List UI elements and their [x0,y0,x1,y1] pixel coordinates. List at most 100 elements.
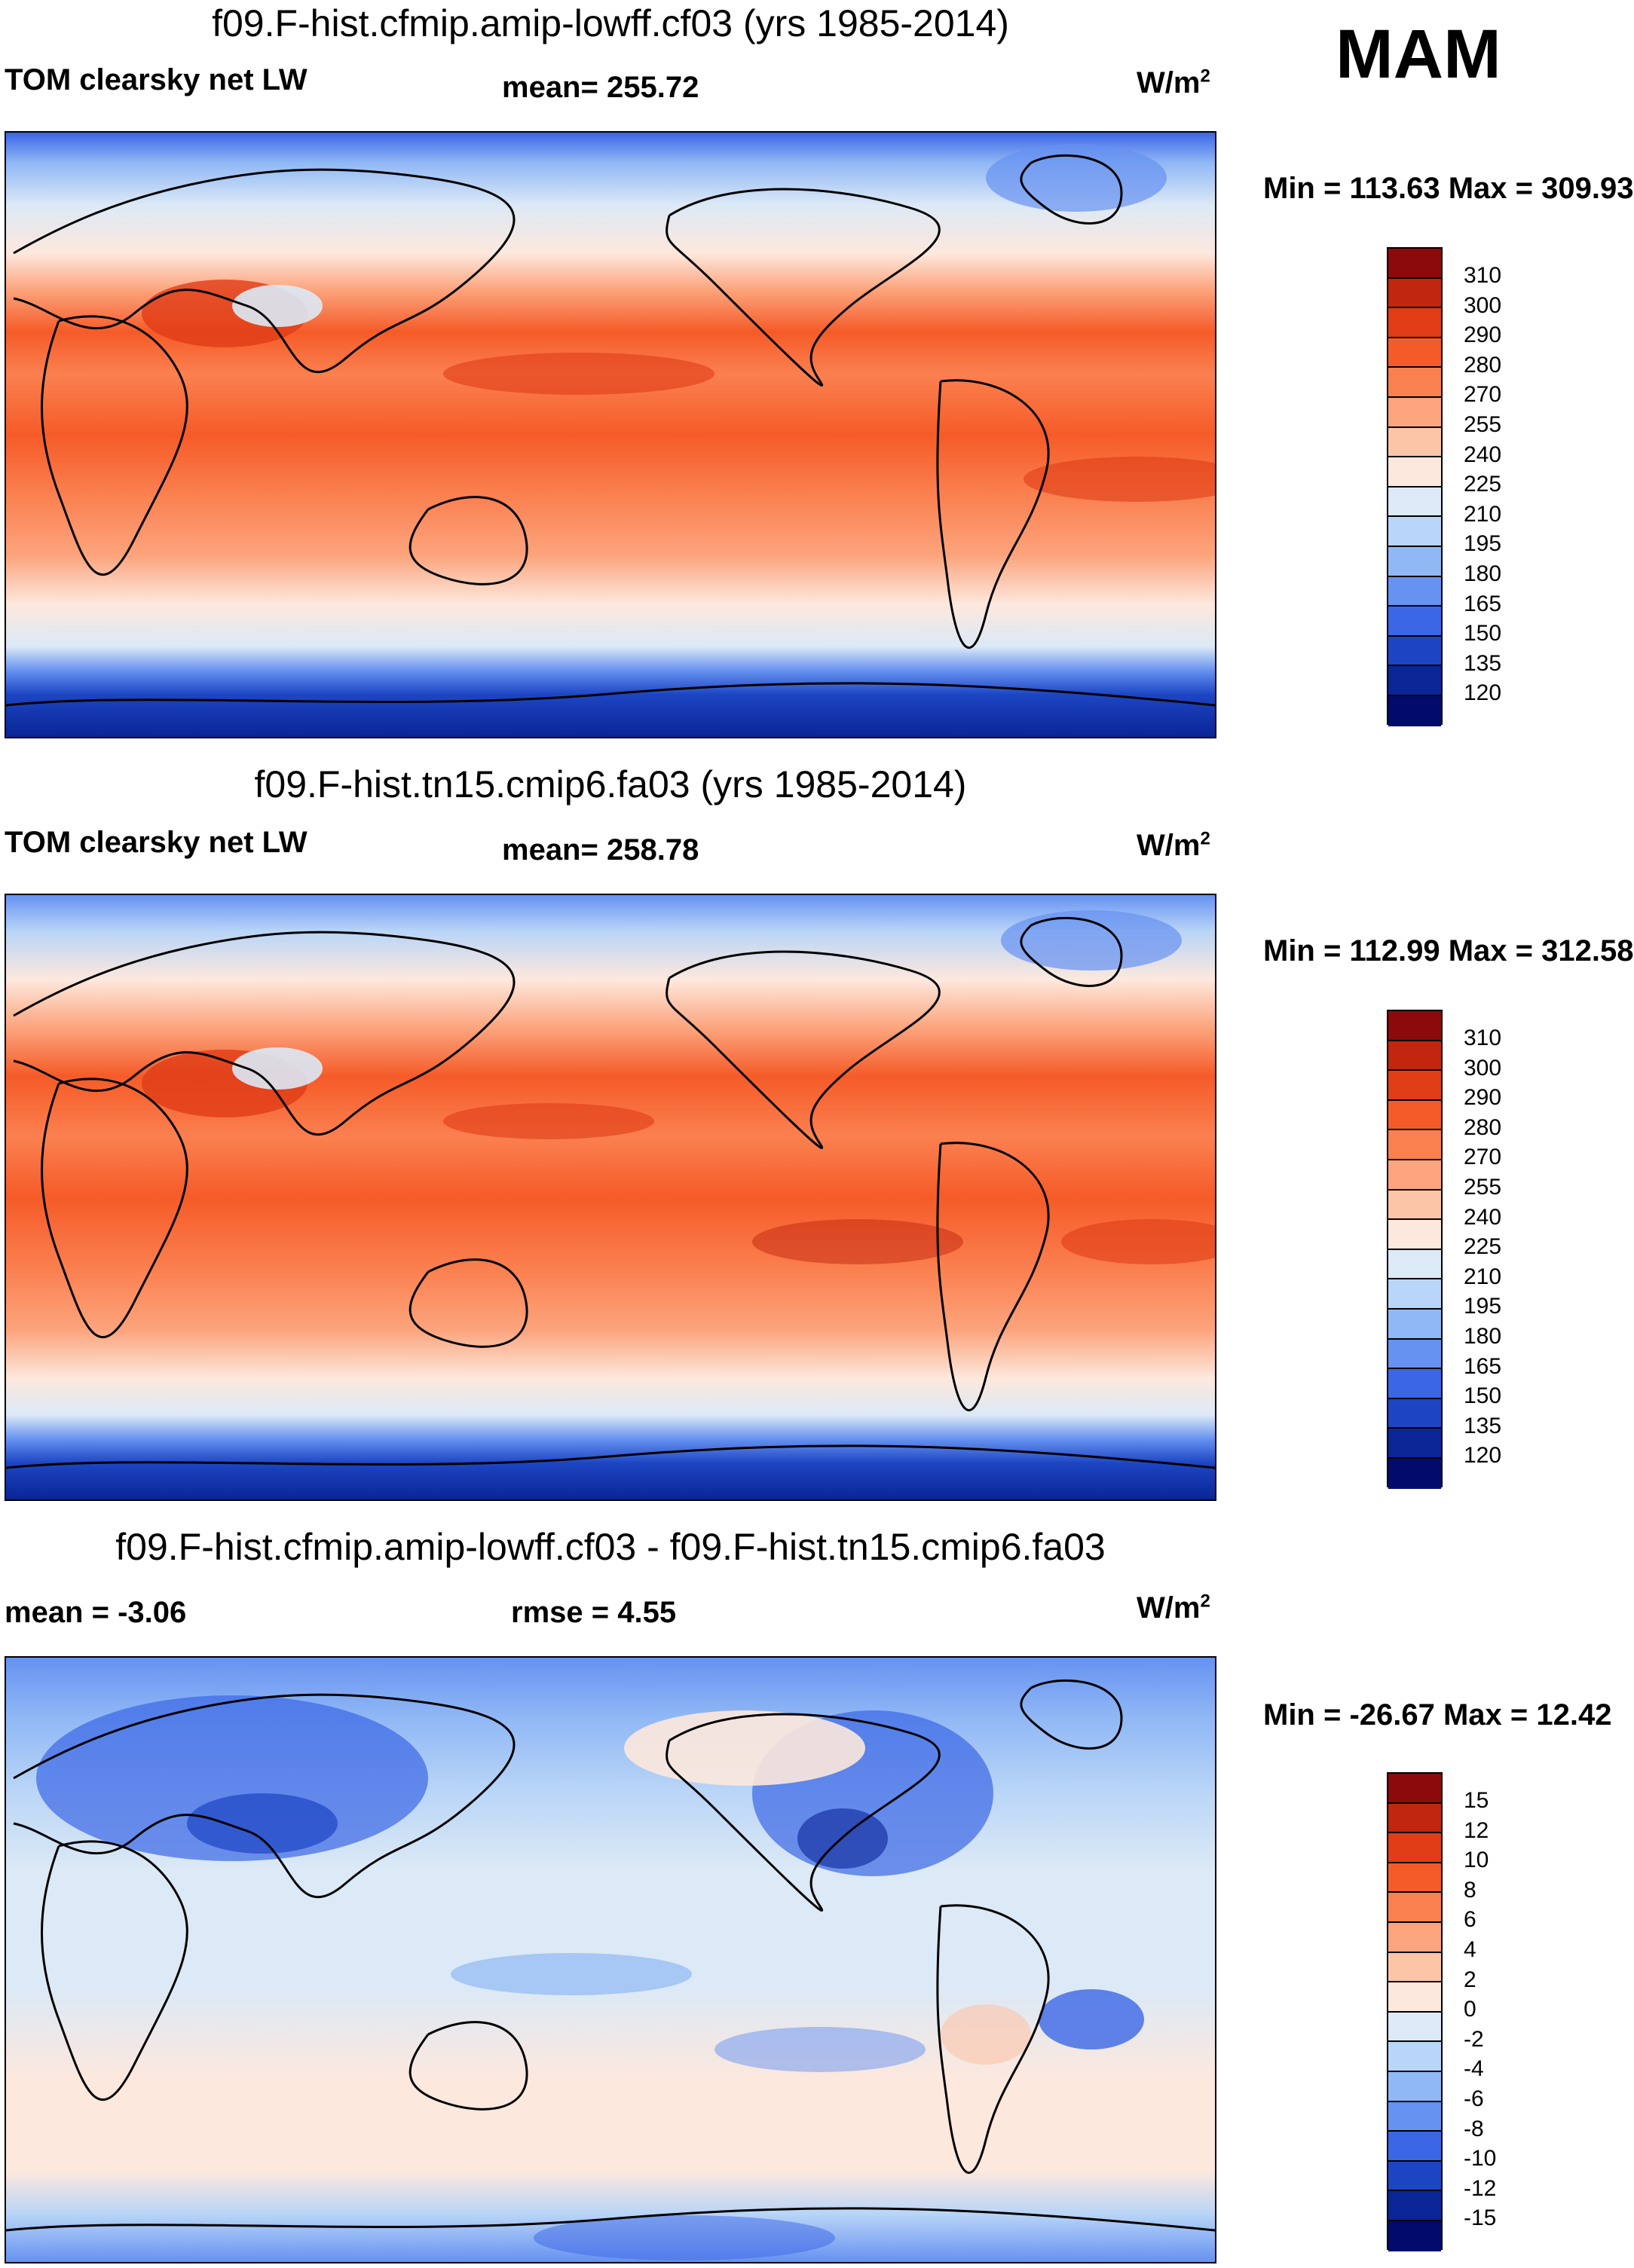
colorbar-tick-label: 120 [1464,680,1502,705]
colorbar-tick-label: 135 [1464,1414,1502,1438]
colorbar-box [1388,1863,1441,1894]
colorbar-box [1388,368,1441,398]
colorbar-box [1388,1279,1441,1310]
colorbar-box [1388,487,1441,518]
colorbar-tick-label: 10 [1464,1848,1489,1872]
panel-2-variable-label: TOM clearsky net LW [5,826,308,859]
colorbar-box [1388,1369,1441,1399]
colorbar-box [1388,1429,1441,1459]
colorbar-box [1388,278,1441,309]
colorbar-tick-label: -4 [1464,2056,1484,2081]
colorbar-box [1388,1952,1441,1983]
colorbar-tick-label: 6 [1464,1907,1476,1932]
panel-1-units: W/m2 [1137,66,1210,99]
colorbar-tick-label: 225 [1464,472,1502,497]
panel-2-mean-label: mean= 258.78 [502,833,699,867]
colorbar-tick-label: 4 [1464,1937,1476,1962]
colorbar-tick-label: 255 [1464,412,1502,437]
colorbar-box [1388,1982,1441,2013]
colorbar-box [1388,1309,1441,1340]
colorbar-tick-label: -2 [1464,2027,1484,2052]
panel-3-mean-label: mean = -3.06 [5,1596,187,1629]
colorbar-box [1388,1774,1441,1804]
colorbar-tick-label: 210 [1464,1264,1502,1289]
colorbar-box [1388,2161,1441,2192]
colorbar-box [1388,397,1441,428]
colorbar-box [1388,1190,1441,1221]
colorbar-tick-label: 210 [1464,502,1502,527]
colorbar-box [1388,546,1441,577]
colorbar-box [1388,427,1441,458]
colorbar-tick-label: 150 [1464,621,1502,646]
panel-2-units: W/m2 [1137,828,1210,862]
colorbar-tick-label: 150 [1464,1383,1502,1408]
colorbar-box [1388,308,1441,338]
panel-3-map [5,1656,1216,2263]
colorbar-box [1388,1071,1441,1101]
panel-2-title: f09.F-hist.tn15.cmip6.fa03 (yrs 1985-201… [254,763,967,805]
colorbar-tick-label: 240 [1464,1205,1502,1230]
colorbar-tick-label: -12 [1464,2176,1497,2201]
panel-2-minmax: Min = 112.99 Max = 312.58 [1263,934,1634,967]
colorbar-box [1388,1100,1441,1131]
panel-3-units: W/m2 [1137,1591,1210,1625]
colorbar-box [1388,636,1441,667]
colorbar-tick-label: 280 [1464,1115,1502,1140]
colorbar-box [1388,1893,1441,1923]
colorbar-box [1388,1458,1441,1489]
panel-3-colorbar [1387,1772,1443,2251]
colorbar-box [1388,666,1441,696]
panel-1-title: f09.F-hist.cfmip.amip-lowff.cf03 (yrs 19… [212,2,1009,44]
colorbar-box [1388,2101,1441,2132]
season-label: MAM [1336,16,1501,93]
colorbar-tick-label: 180 [1464,1324,1502,1349]
colorbar-tick-label: 225 [1464,1234,1502,1259]
colorbar-tick-label: 270 [1464,382,1502,407]
colorbar-box [1388,517,1441,547]
panel-1-minmax: Min = 113.63 Max = 309.93 [1263,172,1634,205]
colorbar-tick-label: 270 [1464,1145,1502,1169]
colorbar-tick-label: 255 [1464,1175,1502,1200]
colorbar-box [1388,1220,1441,1250]
colorbar-box [1388,1160,1441,1191]
colorbar-tick-label: -6 [1464,2086,1484,2111]
colorbar-box [1388,2012,1441,2043]
colorbar-tick-label: 310 [1464,263,1502,288]
panel-3-minmax: Min = -26.67 Max = 12.42 [1263,1698,1612,1732]
colorbar-tick-label: 240 [1464,442,1502,467]
colorbar-box [1388,695,1441,726]
colorbar-tick-label: 290 [1464,1085,1502,1110]
colorbar-tick-label: 12 [1464,1818,1489,1843]
colorbar-tick-label: 120 [1464,1443,1502,1468]
panel-1-map [5,131,1216,738]
colorbar-box [1388,1041,1441,1071]
panel-3-rmse-label: rmse = 4.55 [511,1596,677,1629]
panel-1-mean-label: mean= 255.72 [502,71,699,104]
colorbar-box [1388,2071,1441,2102]
colorbar-tick-label: 165 [1464,591,1502,616]
colorbar-box [1388,2221,1441,2251]
colorbar-box [1388,1922,1441,1953]
colorbar-tick-label: 15 [1464,1788,1489,1813]
colorbar-tick-label: -10 [1464,2146,1497,2171]
colorbar-tick-label: 180 [1464,561,1502,586]
colorbar-box [1388,457,1441,488]
panel-1-colorbar [1387,247,1443,726]
colorbar-box [1388,338,1441,368]
panel-2-map [5,894,1216,1501]
colorbar-tick-label: 195 [1464,1294,1502,1319]
colorbar-tick-label: 165 [1464,1354,1502,1379]
colorbar-tick-label: -15 [1464,2205,1497,2230]
colorbar-box [1388,1130,1441,1160]
panel-3-title: f09.F-hist.cfmip.amip-lowff.cf03 - f09.F… [115,1526,1106,1568]
colorbar-tick-label: -8 [1464,2117,1484,2141]
colorbar-tick-label: 0 [1464,1997,1476,2022]
colorbar-box [1388,1249,1441,1280]
colorbar-box [1388,2191,1441,2221]
colorbar-tick-label: 8 [1464,1878,1476,1903]
colorbar-box [1388,1803,1441,1834]
colorbar-tick-label: 300 [1464,1056,1502,1081]
colorbar-tick-label: 280 [1464,353,1502,377]
colorbar-tick-label: 2 [1464,1967,1476,1992]
colorbar-tick-label: 310 [1464,1025,1502,1050]
